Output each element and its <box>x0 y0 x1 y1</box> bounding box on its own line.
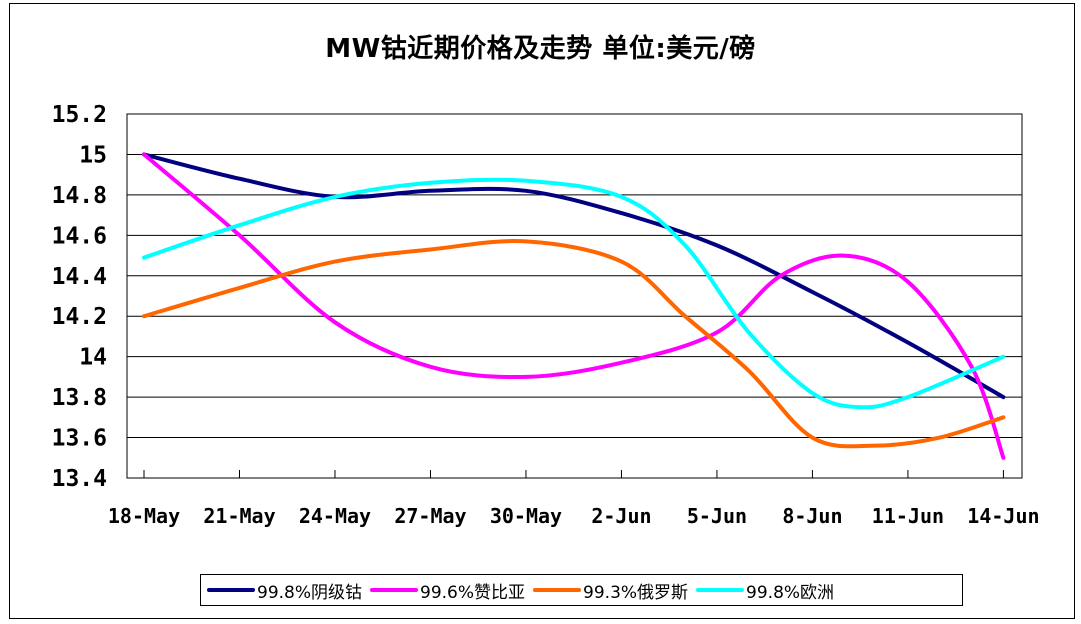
x-tick-label: 30-May <box>490 504 562 528</box>
x-tick-label: 24-May <box>299 504 371 528</box>
legend-label: 99.8%欧洲 <box>746 582 835 603</box>
x-tick-label: 21-May <box>203 504 275 528</box>
series-line-4 <box>142 177 1006 410</box>
x-tick-label: 11-Jun <box>872 504 944 528</box>
y-tick-labels: 15.2 15 14.8 14.6 14.4 14.2 14 13.8 13.6 13.4 <box>52 102 107 492</box>
y-tick-label: 13.8 <box>52 385 107 411</box>
x-tick-label: 18-May <box>108 504 180 528</box>
legend-label: 99.3%俄罗斯 <box>583 582 689 603</box>
legend-swatch <box>370 588 419 592</box>
x-tick-label: 8-Jun <box>782 504 842 528</box>
y-tick-label: 14.8 <box>52 183 107 209</box>
x-tick-label: 2-Jun <box>591 504 651 528</box>
y-tick-label: 14.2 <box>52 304 107 330</box>
plot-area <box>126 113 1023 479</box>
series-line-1 <box>142 152 1006 400</box>
y-tick-label: 13.6 <box>52 426 107 452</box>
y-tick-label: 14.6 <box>52 223 107 249</box>
legend-swatch <box>696 588 745 592</box>
legend-label: 99.8%阴级钴 <box>257 582 363 603</box>
legend-item: 99.6%赞比亚 <box>370 578 525 603</box>
grid-lines <box>127 153 1022 439</box>
y-tick-label: 14 <box>79 345 107 371</box>
series-line-2 <box>142 152 1006 460</box>
legend: 99.8%阴级钴 99.6%赞比亚 99.3%俄罗斯 99.8%欧洲 <box>200 574 963 606</box>
series-line-3 <box>142 239 1006 449</box>
x-tick-marks <box>143 470 1004 478</box>
x-tick-label: 5-Jun <box>687 504 747 528</box>
chart-title: MW钴近期价格及走势 单位:美元/磅 <box>325 34 756 64</box>
y-tick-label: 15 <box>79 142 107 168</box>
legend-item: 99.8%欧洲 <box>696 578 834 603</box>
y-tick-label: 13.4 <box>52 466 107 492</box>
y-tick-label: 15.2 <box>52 102 107 128</box>
x-tick-label: 27-May <box>394 504 466 528</box>
legend-swatch <box>207 588 255 592</box>
y-tick-label: 14.4 <box>52 264 107 290</box>
x-tick-labels: 18-May 21-May 24-May 27-May 30-May 2-Jun 5-Jun… <box>108 504 1040 528</box>
legend-item: 99.3%俄罗斯 <box>533 578 688 603</box>
legend-label: 99.6%赞比亚 <box>420 582 526 603</box>
x-tick-label: 14-Jun <box>967 504 1039 528</box>
legend-swatch <box>533 588 582 592</box>
series-lines <box>142 152 1006 460</box>
legend-item: 99.8%阴级钴 <box>207 578 362 603</box>
